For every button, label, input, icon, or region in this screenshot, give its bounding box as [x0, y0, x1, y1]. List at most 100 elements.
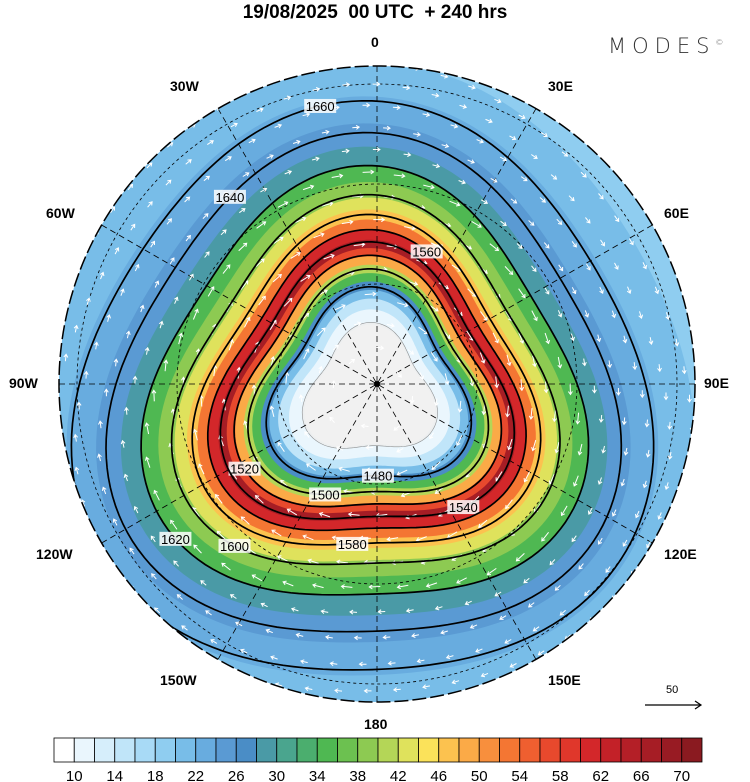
wind-arrow [272, 273, 282, 283]
lon-label-0: 0 [371, 34, 379, 50]
wind-arrow [153, 489, 160, 501]
wind-arrow [615, 387, 621, 396]
contour-label: 1560 [412, 244, 441, 259]
wind-arrow [210, 639, 218, 644]
wind-arrow [475, 648, 483, 653]
wind-arrow [416, 658, 425, 664]
wind-arrow [207, 140, 214, 146]
wind-arrow [413, 132, 421, 137]
wind-arrow [468, 84, 476, 90]
wind-arrow [254, 494, 264, 504]
wind-arrow [531, 439, 537, 452]
wind-arrow [352, 124, 361, 130]
wind-arrow [399, 715, 406, 719]
contour-label-bg [447, 500, 480, 515]
wind-arrow [265, 79, 273, 84]
colorbar-label: 26 [228, 768, 245, 782]
wind-arrow [451, 679, 460, 685]
wind-arrow [221, 562, 231, 571]
wind-arrow [144, 346, 150, 355]
wind-arrow [120, 439, 126, 448]
wind-arrow [617, 619, 624, 626]
wind-arrow [260, 602, 268, 608]
wind-arrow [331, 380, 336, 389]
colorbar-box [438, 737, 460, 763]
wind-arrow [515, 553, 525, 562]
wind-arrow [53, 309, 57, 316]
wind-arrow [657, 512, 662, 520]
wind-arrow [674, 338, 680, 347]
wind-arrow [528, 220, 535, 226]
height-contour-1600 [170, 193, 561, 566]
wind-arrow [431, 92, 440, 98]
wind-arrow [642, 262, 647, 270]
wind-arrow [269, 405, 275, 418]
wind-arrow [150, 240, 155, 248]
wind-arrow [396, 371, 402, 378]
colorbar-label: 58 [552, 768, 569, 782]
wind-arrow [347, 511, 360, 517]
wind-arrow [178, 332, 184, 345]
wind-arrow [456, 577, 467, 584]
wind-arrow [300, 274, 311, 282]
wind-arrow [135, 652, 142, 659]
colorbar-label: 30 [268, 768, 285, 782]
colorbar-label: 38 [349, 768, 366, 782]
wind-arrow [238, 242, 248, 252]
wind-arrow [219, 695, 227, 701]
wind-arrow [256, 107, 264, 113]
wind-arrow [114, 247, 120, 255]
wind-arrow [124, 406, 129, 415]
wind-arrow [382, 634, 391, 640]
wind-arrow [258, 295, 266, 306]
wind-arrow [353, 242, 366, 247]
wind-arrow [242, 172, 250, 177]
latitude-circle [76, 83, 678, 685]
colorbar-box [377, 737, 399, 763]
wind-arrow [499, 156, 508, 162]
wind-arrow [224, 156, 232, 162]
wind-arrow [504, 639, 512, 644]
wind-arrow [504, 266, 514, 276]
contour-label-bg [410, 244, 443, 259]
wind-arrow [255, 258, 265, 267]
height-contour-1620 [140, 164, 590, 596]
wind-arrow [29, 398, 33, 405]
wind-arrow [340, 584, 353, 589]
wind-arrow [150, 535, 156, 543]
wind-arrow [405, 608, 414, 613]
wind-arrow [53, 480, 57, 487]
wind-arrow [188, 273, 194, 281]
lon-label-90w: 90W [9, 375, 38, 391]
height-contour-1660 [70, 99, 655, 671]
wind-arrow [500, 220, 507, 226]
wind-arrow [532, 355, 537, 368]
wind-arrow [331, 173, 344, 179]
wind-arrow [295, 216, 307, 223]
colorbar-box [499, 737, 521, 763]
wind-arrow [577, 443, 583, 456]
wind-arrow [648, 337, 654, 345]
wind-arrow [94, 341, 99, 350]
logo-mark: © [715, 38, 724, 47]
contour-label: 1580 [338, 537, 367, 552]
wind-arrow [322, 66, 331, 69]
wind-arrow [349, 609, 358, 615]
contour-label-bg [336, 536, 369, 551]
wind-arrow [584, 310, 590, 318]
wind-arrow [429, 711, 436, 715]
wind-arrow [151, 389, 157, 402]
wind-arrow [518, 288, 526, 299]
wind-arrow [377, 609, 386, 615]
wind-arrow [528, 408, 534, 420]
wind-arrow [83, 370, 89, 379]
wind-arrow [271, 529, 282, 537]
lon-label-150e: 150E [548, 672, 581, 688]
wind-arrow [192, 428, 198, 441]
wind-arrow [558, 264, 564, 272]
colorbar-box [276, 737, 298, 763]
wind-arrow [298, 394, 304, 403]
wind-arrow [622, 539, 628, 547]
wind-arrow [601, 445, 606, 454]
